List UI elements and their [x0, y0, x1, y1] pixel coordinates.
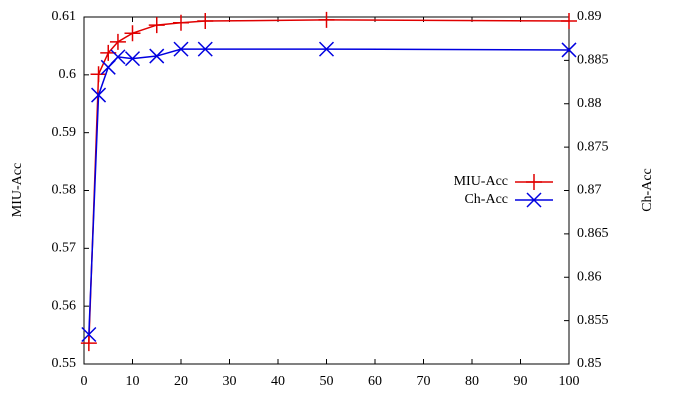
marker — [318, 41, 335, 57]
series-line — [88, 19, 570, 344]
marker — [124, 51, 141, 67]
y-axis-title: MIU-Acc — [10, 163, 25, 217]
marker — [81, 326, 97, 343]
marker — [526, 174, 542, 190]
y-tick-label: 0.59 — [52, 125, 77, 140]
marker — [90, 66, 107, 83]
marker — [91, 87, 107, 103]
legend-label: Ch-Acc — [464, 192, 508, 207]
y2-tick-label: 0.865 — [577, 226, 609, 241]
y-tick-label: 0.58 — [52, 183, 77, 198]
y2-tick-label: 0.875 — [577, 139, 609, 154]
plot-frame — [83, 16, 570, 365]
marker — [80, 335, 97, 352]
y2-tick-label: 0.885 — [577, 53, 609, 68]
marker — [197, 13, 214, 30]
y-tick-label: 0.6 — [59, 67, 77, 82]
x-tick-label: 20 — [174, 374, 188, 389]
x-tick-label: 60 — [368, 374, 382, 389]
marker — [148, 17, 165, 34]
x-tick-label: 0 — [81, 374, 88, 389]
y2-tick-label: 0.86 — [577, 269, 602, 284]
x-tick-label: 90 — [514, 374, 528, 389]
legend-label: MIU-Acc — [454, 174, 508, 189]
y2-tick-label: 0.87 — [577, 183, 602, 198]
series-line — [88, 48, 570, 335]
marker — [173, 14, 189, 31]
x-tick-label: 100 — [559, 374, 580, 389]
x-tick-label: 10 — [126, 374, 140, 389]
x-tick-label: 80 — [465, 374, 479, 389]
marker — [124, 25, 141, 42]
marker — [110, 49, 126, 65]
y-tick-label: 0.57 — [52, 241, 77, 256]
y2-tick-label: 0.88 — [577, 96, 602, 111]
marker — [526, 192, 542, 208]
marker — [197, 41, 213, 57]
y2-axis-title: Ch-Acc — [640, 168, 655, 212]
y-tick-label: 0.56 — [52, 298, 77, 313]
y2-tick-label: 0.85 — [577, 356, 602, 371]
y-tick-label: 0.61 — [52, 9, 77, 24]
marker — [561, 42, 577, 58]
y-tick-label: 0.55 — [52, 356, 77, 371]
marker — [318, 11, 335, 28]
x-tick-label: 50 — [320, 374, 334, 389]
marker — [173, 41, 189, 57]
x-tick-label: 40 — [271, 374, 285, 389]
marker — [561, 13, 577, 30]
x-tick-label: 70 — [417, 374, 431, 389]
marker — [109, 33, 126, 50]
marker — [149, 48, 165, 64]
y2-tick-label: 0.89 — [577, 9, 602, 24]
x-tick-label: 30 — [223, 374, 237, 389]
y2-tick-label: 0.855 — [577, 313, 609, 328]
